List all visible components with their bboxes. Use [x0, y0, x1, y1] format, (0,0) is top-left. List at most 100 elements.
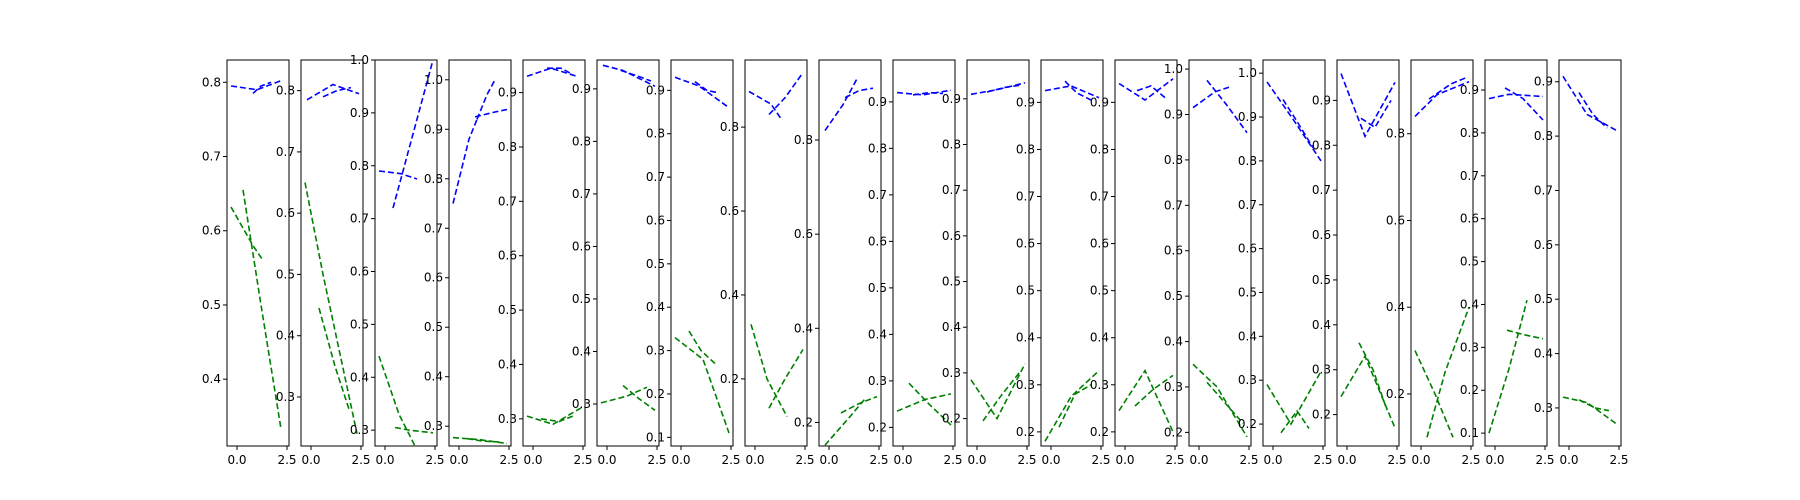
y-tick-label-15-8: 0.9 — [1238, 110, 1257, 124]
series-line-13-2 — [1136, 84, 1166, 99]
series-line-5-2 — [547, 67, 572, 75]
y-tick-label-10-5: 0.6 — [868, 234, 887, 248]
y-tick-label-15-3: 0.4 — [1238, 329, 1257, 343]
series-line-3-1 — [378, 170, 418, 180]
y-tick-label-5-2: 0.4 — [498, 357, 517, 371]
y-tick-label-16-8: 0.9 — [1312, 93, 1331, 107]
y-tick-label-18-2: 0.2 — [1460, 383, 1479, 397]
series-line-19-3 — [1562, 396, 1618, 425]
series-line-10-2 — [912, 91, 944, 96]
series-line-18-3 — [1488, 299, 1528, 434]
series-line-1-2 — [252, 81, 272, 94]
y-tick-label-5-1: 0.3 — [498, 412, 517, 426]
panel-frame-19 — [1558, 59, 1622, 447]
y-tick-label-11-5: 0.6 — [942, 229, 961, 243]
x-tick-label-10-2: 2.5 — [943, 453, 962, 467]
y-tick-label-1-5: 0.8 — [202, 75, 221, 89]
panel-frame-18 — [1484, 59, 1548, 447]
y-tick-label-7-2: 0.2 — [646, 387, 665, 401]
series-line-7-1 — [674, 76, 730, 109]
series-line-8-4 — [768, 349, 804, 409]
y-tick-label-18-9: 0.9 — [1460, 83, 1479, 97]
y-tick-label-18-1: 0.1 — [1460, 426, 1479, 440]
y-tick-label-5-6: 0.8 — [498, 140, 517, 154]
panel-frame-1 — [226, 59, 290, 447]
x-tick-label-8-1: 0.0 — [745, 453, 764, 467]
y-tick-label-14-7: 0.8 — [1164, 153, 1183, 167]
y-tick-label-4-4: 0.6 — [424, 271, 443, 285]
series-line-8-1 — [748, 90, 782, 120]
x-tick-label-12-2: 2.5 — [1091, 453, 1110, 467]
series-line-14-1 — [1192, 86, 1230, 109]
series-line-19-1 — [1562, 75, 1618, 132]
y-tick-label-11-1: 0.2 — [942, 412, 961, 426]
y-tick-label-7-6: 0.6 — [646, 213, 665, 227]
x-tick-label-9-2: 2.5 — [869, 453, 888, 467]
y-tick-label-16-4: 0.5 — [1312, 273, 1331, 287]
y-tick-label-3-8: 1.0 — [350, 53, 369, 67]
series-line-2-3 — [304, 182, 358, 434]
y-tick-label-10-7: 0.8 — [868, 141, 887, 155]
y-tick-label-2-3: 0.5 — [276, 267, 295, 281]
y-tick-label-11-3: 0.4 — [942, 320, 961, 334]
y-tick-label-19-7: 0.9 — [1534, 75, 1553, 89]
y-tick-label-14-5: 0.6 — [1164, 244, 1183, 258]
y-tick-label-18-3: 0.3 — [1460, 340, 1479, 354]
x-tick-label-3-1: 0.0 — [375, 453, 394, 467]
x-tick-label-19-1: 0.0 — [1559, 453, 1578, 467]
y-tick-label-4-5: 0.7 — [424, 221, 443, 235]
series-line-16-2 — [1360, 99, 1392, 129]
y-tick-label-13-2: 0.3 — [1090, 378, 1109, 392]
series-line-4-1 — [452, 114, 480, 204]
y-tick-label-17-4: 0.8 — [1386, 127, 1405, 141]
x-tick-label-4-2: 2.5 — [499, 453, 518, 467]
series-line-6-3 — [600, 386, 648, 404]
y-tick-label-10-8: 0.9 — [868, 95, 887, 109]
y-tick-label-19-5: 0.7 — [1534, 183, 1553, 197]
y-tick-label-2-1: 0.3 — [276, 390, 295, 404]
x-tick-label-2-2: 2.5 — [351, 453, 370, 467]
y-tick-label-4-1: 0.3 — [424, 419, 443, 433]
panel-frame-14 — [1188, 59, 1252, 447]
y-tick-label-2-4: 0.6 — [276, 206, 295, 220]
y-tick-label-9-4: 0.8 — [794, 133, 813, 147]
y-tick-label-13-7: 0.8 — [1090, 142, 1109, 156]
y-tick-label-1-4: 0.7 — [202, 150, 221, 164]
y-tick-label-15-4: 0.5 — [1238, 285, 1257, 299]
y-tick-label-16-5: 0.6 — [1312, 228, 1331, 242]
y-tick-label-15-5: 0.6 — [1238, 242, 1257, 256]
panel-frame-5 — [522, 59, 586, 447]
x-tick-label-15-1: 0.0 — [1263, 453, 1282, 467]
x-tick-label-18-2: 2.5 — [1535, 453, 1554, 467]
y-tick-label-15-1: 0.2 — [1238, 417, 1257, 431]
y-tick-label-6-4: 0.6 — [572, 239, 591, 253]
y-tick-label-1-1: 0.4 — [202, 372, 221, 386]
y-tick-label-10-3: 0.4 — [868, 327, 887, 341]
y-tick-label-10-4: 0.5 — [868, 281, 887, 295]
series-line-13-3 — [1118, 369, 1174, 433]
y-tick-label-4-3: 0.5 — [424, 320, 443, 334]
series-line-8-2 — [768, 72, 804, 116]
series-line-15-4 — [1280, 409, 1310, 434]
y-tick-label-16-3: 0.4 — [1312, 318, 1331, 332]
series-line-17-1 — [1414, 80, 1470, 117]
y-tick-label-13-6: 0.7 — [1090, 190, 1109, 204]
series-line-11-2 — [986, 84, 1022, 93]
y-tick-label-10-6: 0.7 — [868, 188, 887, 202]
y-tick-label-7-7: 0.7 — [646, 170, 665, 184]
y-tick-label-15-9: 1.0 — [1238, 66, 1257, 80]
y-tick-label-4-7: 0.9 — [424, 122, 443, 136]
y-tick-label-7-5: 0.5 — [646, 257, 665, 271]
y-tick-label-6-6: 0.8 — [572, 134, 591, 148]
y-tick-label-14-2: 0.3 — [1164, 380, 1183, 394]
y-tick-label-8-1: 0.2 — [720, 372, 739, 386]
x-tick-label-6-2: 2.5 — [647, 453, 666, 467]
y-tick-label-3-7: 0.9 — [350, 106, 369, 120]
y-tick-label-10-2: 0.3 — [868, 374, 887, 388]
y-tick-label-12-8: 0.9 — [1016, 95, 1035, 109]
y-tick-label-14-3: 0.4 — [1164, 335, 1183, 349]
y-tick-label-16-6: 0.7 — [1312, 183, 1331, 197]
series-line-3-2 — [392, 59, 434, 209]
series-line-6-4 — [622, 384, 656, 411]
